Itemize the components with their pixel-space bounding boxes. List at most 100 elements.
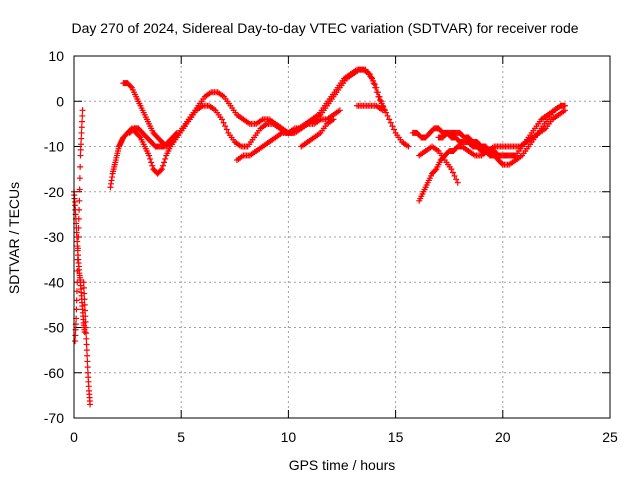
data-point bbox=[448, 166, 455, 173]
series-arc-f bbox=[126, 125, 180, 150]
data-point bbox=[220, 119, 227, 126]
data-point bbox=[81, 290, 88, 297]
y-tick-label: -70 bbox=[44, 410, 64, 426]
series-arc-k bbox=[416, 107, 568, 204]
data-point bbox=[561, 102, 568, 109]
y-tick-labels: -70 -60 -50 -40 -30 -20 -10 0 10 bbox=[44, 48, 64, 426]
y-axis-label: SDTVAR / TECUs bbox=[6, 182, 22, 294]
data-point bbox=[372, 84, 379, 91]
data-point bbox=[72, 338, 79, 345]
data-point bbox=[83, 335, 90, 342]
data-point bbox=[76, 175, 83, 182]
data-point bbox=[389, 123, 396, 130]
x-tick-label: 5 bbox=[177, 429, 185, 445]
data-point bbox=[449, 169, 456, 176]
data-point bbox=[72, 332, 79, 339]
data-point bbox=[161, 159, 168, 166]
data-point bbox=[82, 324, 89, 331]
data-point bbox=[78, 129, 85, 136]
data-point bbox=[158, 166, 165, 173]
data-point bbox=[83, 347, 90, 354]
data-point bbox=[370, 80, 377, 87]
y-tick-label: -40 bbox=[44, 274, 64, 290]
data-point bbox=[77, 141, 84, 148]
x-tick-label: 25 bbox=[602, 429, 618, 445]
series-arc-h bbox=[298, 116, 337, 150]
data-point bbox=[222, 123, 229, 130]
data-point bbox=[390, 126, 397, 133]
y-tick-label: -20 bbox=[44, 184, 64, 200]
data-point bbox=[80, 279, 87, 286]
x-tick-label: 0 bbox=[70, 429, 78, 445]
data-point bbox=[432, 167, 439, 174]
series-arc-n bbox=[512, 102, 568, 159]
data-point bbox=[146, 152, 153, 159]
y-tick-label: -60 bbox=[44, 365, 64, 381]
data-point bbox=[84, 364, 91, 371]
data-point bbox=[147, 155, 154, 162]
data-point bbox=[77, 152, 84, 159]
data-point bbox=[159, 162, 166, 169]
data-point bbox=[454, 179, 461, 186]
data-point bbox=[73, 297, 80, 304]
x-tick-label: 20 bbox=[495, 429, 511, 445]
data-point bbox=[84, 358, 91, 365]
data-point bbox=[78, 124, 85, 131]
data-point bbox=[157, 167, 164, 174]
series-arc-i bbox=[354, 102, 386, 114]
x-axis-label: GPS time / hours bbox=[289, 457, 396, 473]
data-point bbox=[218, 116, 225, 123]
data-point bbox=[127, 83, 134, 90]
data-point bbox=[223, 126, 230, 133]
data-point bbox=[81, 329, 88, 336]
data-point bbox=[373, 89, 380, 96]
data-point bbox=[173, 129, 180, 136]
data-point bbox=[83, 330, 90, 337]
data-point bbox=[79, 118, 86, 125]
data-point bbox=[83, 341, 90, 348]
x-tick-label: 15 bbox=[388, 429, 404, 445]
y-tick-label: -30 bbox=[44, 229, 64, 245]
data-point bbox=[79, 107, 86, 114]
data-point bbox=[84, 352, 91, 359]
data-point bbox=[76, 197, 83, 204]
data-point bbox=[379, 107, 386, 114]
data-point bbox=[81, 307, 88, 314]
data-point bbox=[336, 107, 343, 114]
series-arc-c bbox=[80, 279, 94, 408]
data-point bbox=[87, 401, 94, 408]
data-point bbox=[148, 159, 155, 166]
data-point bbox=[377, 97, 384, 104]
data-point bbox=[387, 119, 394, 126]
data-point bbox=[73, 288, 80, 295]
data-point bbox=[136, 133, 143, 140]
data-point bbox=[378, 100, 385, 107]
data-points bbox=[71, 66, 568, 408]
plot-frame bbox=[73, 55, 611, 419]
y-tick-label: 0 bbox=[56, 93, 64, 109]
data-point bbox=[369, 75, 376, 82]
chart-title: Day 270 of 2024, Sidereal Day-to-day VTE… bbox=[71, 20, 578, 36]
data-point bbox=[78, 135, 85, 142]
x-tick-labels: 0 5 10 15 20 25 bbox=[70, 429, 618, 445]
data-point bbox=[330, 116, 337, 123]
y-tick-label: -50 bbox=[44, 320, 64, 336]
series-arc-m bbox=[435, 129, 519, 159]
data-point bbox=[82, 313, 89, 320]
x-tick-label: 10 bbox=[281, 429, 297, 445]
data-point bbox=[81, 296, 88, 303]
data-point bbox=[81, 301, 88, 308]
series-arc-g bbox=[233, 107, 343, 164]
data-point bbox=[77, 146, 84, 153]
data-point bbox=[79, 112, 86, 119]
data-point bbox=[80, 284, 87, 291]
data-point bbox=[451, 172, 458, 179]
data-point bbox=[77, 163, 84, 170]
data-point bbox=[172, 131, 179, 138]
y-tick-label: -10 bbox=[44, 139, 64, 155]
data-point bbox=[405, 143, 412, 150]
data-point bbox=[453, 176, 460, 183]
y-tick-label: 10 bbox=[48, 48, 64, 64]
